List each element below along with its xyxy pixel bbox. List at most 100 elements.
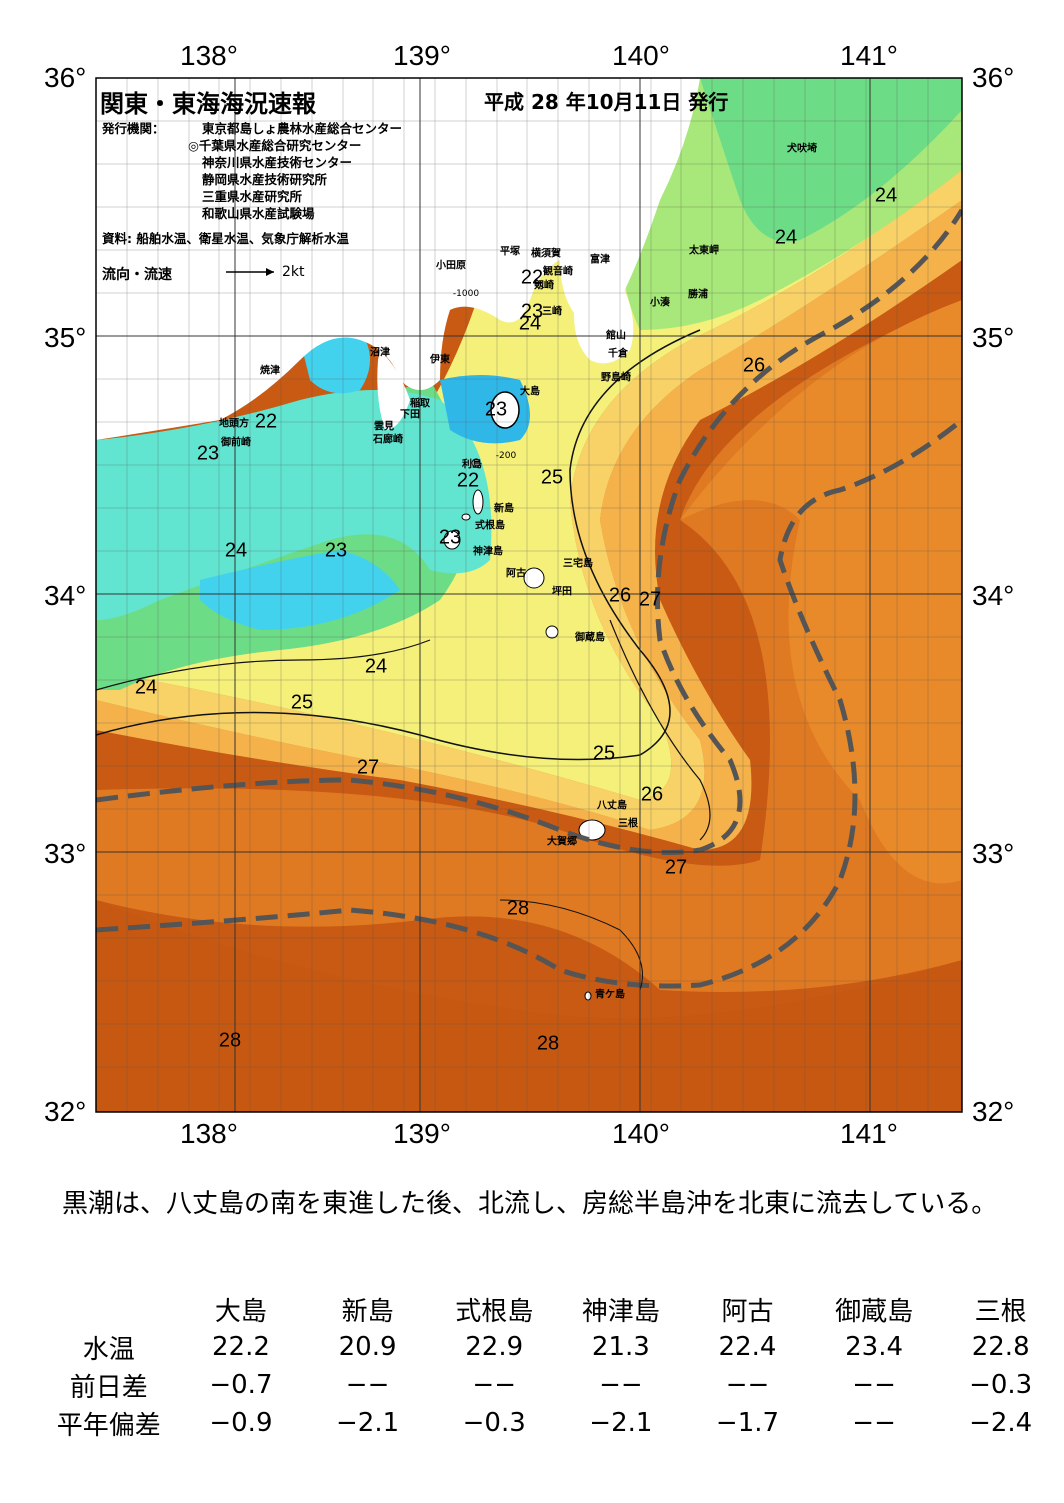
lon-label-138-bottom: 138° xyxy=(180,1118,238,1149)
place-omaezaki: 御前崎 xyxy=(221,437,251,449)
issuer-item: ◎千葉県水産総合研究センター xyxy=(188,138,362,153)
place-katsuura: 勝浦 xyxy=(688,289,708,301)
isotherm-label: 27 xyxy=(664,856,688,879)
issue-date: 平成 28 年10月11日 発行 xyxy=(484,90,729,114)
table-cell: −2.1 xyxy=(589,1408,653,1438)
lat-label-35-left: 35° xyxy=(44,322,87,353)
place-oshima: 大島 xyxy=(520,386,540,398)
issuer-item: 東京都島しょ農林水産総合センター xyxy=(202,121,403,136)
table-cell: −0.3 xyxy=(462,1408,526,1438)
isotherm-label: 27 xyxy=(638,588,662,611)
isotherm-label: 25 xyxy=(290,691,314,714)
lon-label-141-top: 141° xyxy=(840,40,898,71)
table-col-header: 新島 xyxy=(341,1296,394,1327)
lon-label-140-top: 140° xyxy=(612,40,670,71)
isotherm-25 xyxy=(96,329,701,761)
isotherm-label: 25 xyxy=(592,742,616,765)
place-mitsune: 三根 xyxy=(618,818,638,830)
depth-label: -1000 xyxy=(452,289,480,299)
table-cell: −2.1 xyxy=(336,1408,400,1438)
isotherm-label: 23 xyxy=(196,442,220,465)
place-miyakejima: 三宅島 xyxy=(563,558,593,570)
place-inatori: 稲取 xyxy=(410,398,430,410)
isotherm-label: 23 xyxy=(520,300,544,323)
place-kozushima: 神津島 xyxy=(473,546,503,558)
place-nojimazaki: 野島崎 xyxy=(601,372,631,384)
isotherm-label: 23 xyxy=(484,398,508,421)
issuer-item: 三重県水産研究所 xyxy=(202,189,303,204)
place-taitomisaki: 太東岬 xyxy=(689,245,719,257)
island-mikurajima xyxy=(545,625,559,639)
table-cell: −0.7 xyxy=(209,1370,273,1400)
place-shikinejima: 式根島 xyxy=(475,520,505,532)
data-source: 資料: 船舶水温、衛星水温、気象庁解析水温 xyxy=(102,231,349,246)
place-chikura: 千倉 xyxy=(608,348,628,360)
water-temp-table: 大島 新島 式根島 神津島 阿古 御蔵島 三根 水温 22.2 20.9 22.… xyxy=(40,1290,1064,1442)
table-cell: −− xyxy=(345,1370,390,1400)
issuer-item: 静岡県水産技術研究所 xyxy=(202,172,328,187)
lon-label-140-bottom: 140° xyxy=(612,1118,670,1149)
place-ako: 阿古 xyxy=(506,568,526,580)
island-hachijojima xyxy=(578,819,606,841)
isotherm-label: 22 xyxy=(520,266,544,289)
issuer-list: 発行機関： 東京都島しょ農林水産総合センター ◎千葉県水産総合研究センター 神奈川… xyxy=(102,120,402,222)
place-kominato: 小湊 xyxy=(650,297,670,309)
flow-scale-arrow-head xyxy=(266,268,274,276)
place-tateyama: 館山 xyxy=(606,330,626,342)
place-kannonzaki: 観音崎 xyxy=(543,266,573,278)
table-col-header: 阿古 xyxy=(721,1296,774,1327)
place-mikurajima: 御蔵島 xyxy=(575,632,605,644)
place-hiratsuka: 平塚 xyxy=(500,246,520,258)
isotherm-label: 22 xyxy=(456,469,480,492)
table-col-header: 御蔵島 xyxy=(835,1296,914,1327)
table-cell: 22.2 xyxy=(211,1332,270,1362)
kuroshio-branch-south xyxy=(96,418,962,989)
table-row-label: 平年偏差 xyxy=(56,1410,161,1441)
isotherm-label: 24 xyxy=(224,539,248,562)
isotherm-label: 24 xyxy=(774,226,798,249)
table-col-header: 大島 xyxy=(214,1296,267,1327)
table-cell: −− xyxy=(472,1370,516,1400)
table-cell: 22.9 xyxy=(465,1332,524,1362)
lat-label-36-left: 36° xyxy=(44,62,87,93)
map-frame xyxy=(95,77,963,1113)
table-cell: −− xyxy=(599,1370,643,1400)
place-kumomi: 雲見 xyxy=(374,421,394,433)
issuer-label: 発行機関： xyxy=(102,121,165,136)
map-title: 関東・東海海況速報 xyxy=(100,90,316,118)
place-irozaki: 石廊崎 xyxy=(373,434,403,446)
place-hachijojima: 八丈島 xyxy=(597,800,627,812)
sst-band-22 xyxy=(96,390,492,620)
flow-legend-label: 流向・流速 xyxy=(102,267,172,283)
table-row: 平年偏差 −0.9 −2.1 −0.3 −2.1 −1.7 −− −2.4 xyxy=(40,1404,1064,1442)
isotherm-label: 24 xyxy=(518,312,542,335)
place-shimoda: 下田 xyxy=(400,409,420,421)
sst-band-26 xyxy=(96,170,962,830)
place-tsurugizaki: 剱崎 xyxy=(534,280,554,292)
isotherm-label: 26 xyxy=(742,354,766,377)
place-futtsu: 富津 xyxy=(590,254,610,266)
island-kozushima xyxy=(443,530,461,550)
lat-label-34-right: 34° xyxy=(972,580,1015,611)
land-izu xyxy=(377,350,410,430)
place-inubosaki: 犬吠埼 xyxy=(787,143,817,155)
kuroshio-axis xyxy=(96,208,962,855)
issuer-item: 和歌山県水産試験場 xyxy=(202,206,315,221)
isotherm-label: 26 xyxy=(608,584,632,607)
island-aogashima xyxy=(584,991,592,1001)
table-cell: −− xyxy=(852,1370,896,1400)
isotherm-label: 24 xyxy=(364,655,388,678)
table-cell: −2.4 xyxy=(969,1408,1033,1438)
place-aogashima: 青ケ島 xyxy=(595,989,625,1001)
table-row-label: 水温 xyxy=(82,1334,135,1365)
isotherm-label: 25 xyxy=(540,466,564,489)
table-cell: 22.8 xyxy=(971,1332,1030,1362)
table-cell: 23.4 xyxy=(845,1332,904,1362)
sst-band-28-east xyxy=(680,300,962,884)
isotherm-24 xyxy=(96,639,431,691)
table-cell: −− xyxy=(852,1408,896,1438)
isotherm-label: 28 xyxy=(218,1029,242,1052)
place-yaizu: 焼津 xyxy=(260,365,280,377)
place-misaki: 三崎 xyxy=(542,306,562,318)
sst-band-23-bay xyxy=(700,78,962,242)
